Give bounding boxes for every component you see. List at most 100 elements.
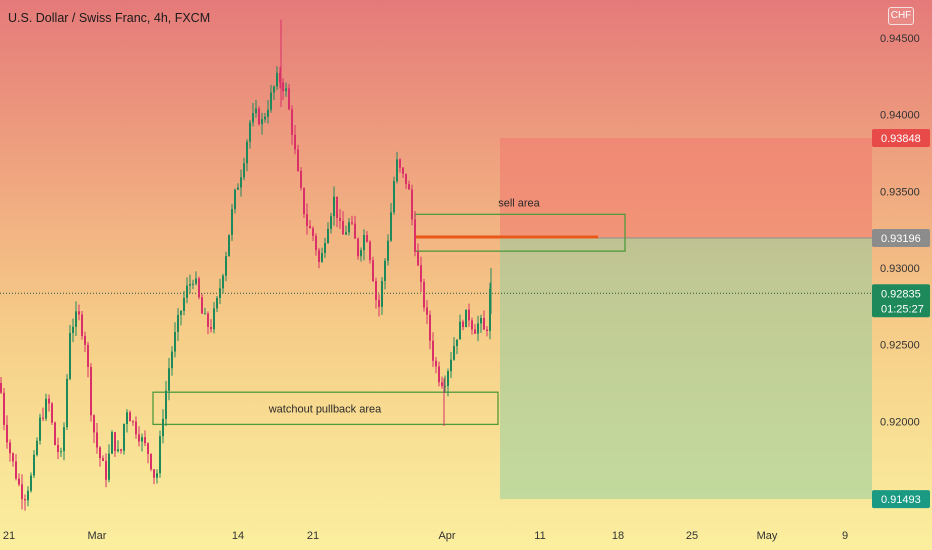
- candle-body: [198, 278, 200, 298]
- pullback-area-box[interactable]: [152, 391, 499, 426]
- candle-body: [465, 309, 467, 328]
- candle-body: [246, 141, 248, 164]
- candle-body: [99, 447, 101, 459]
- x-tick-label: May: [757, 530, 778, 542]
- candle-body: [390, 212, 392, 241]
- candle-body: [378, 299, 380, 307]
- candle-body: [366, 234, 368, 242]
- candle-body: [324, 242, 326, 254]
- chart-title: U.S. Dollar / Swiss Franc, 4h, FXCM: [8, 11, 211, 25]
- candle-body: [393, 181, 395, 213]
- candle-body: [243, 163, 245, 178]
- candle-body: [351, 222, 353, 224]
- candle-body: [96, 432, 98, 448]
- candle-body: [441, 382, 443, 387]
- candle-body: [54, 422, 56, 446]
- candle-body: [414, 219, 416, 252]
- candle-body: [408, 184, 410, 190]
- candle-body: [258, 108, 260, 125]
- y-tick-label: 0.94500: [880, 33, 920, 45]
- candle-body: [75, 311, 77, 327]
- candle-body: [177, 314, 179, 333]
- candle-body: [270, 92, 272, 110]
- candle-body: [12, 453, 14, 462]
- y-tick-label: 0.92500: [880, 340, 920, 352]
- candle-body: [348, 222, 350, 233]
- candle-body: [135, 421, 137, 435]
- candle-body: [489, 288, 491, 331]
- candle-body: [486, 329, 488, 331]
- candle-body: [309, 226, 311, 229]
- candle-body: [423, 282, 425, 308]
- candle-body: [438, 366, 440, 383]
- candle-body: [9, 442, 11, 454]
- candle-body: [48, 398, 50, 404]
- x-tick-label: 21: [307, 530, 319, 542]
- target-price-tag: [872, 490, 930, 509]
- candle-body: [381, 280, 383, 307]
- candle-body: [432, 340, 434, 361]
- candle-body: [300, 170, 302, 188]
- candle-body: [105, 460, 107, 480]
- y-tick-label: 0.92000: [880, 416, 920, 428]
- candle-body: [480, 318, 482, 324]
- x-tick-label: 18: [612, 530, 624, 542]
- candle-body: [453, 346, 455, 360]
- candle-body: [180, 310, 182, 315]
- candle-body: [360, 250, 362, 257]
- candle-body: [285, 88, 287, 92]
- short-position-stop-zone[interactable]: [500, 137, 872, 238]
- current-price-tag: [872, 284, 930, 318]
- candle-body: [66, 378, 68, 428]
- candle-body: [159, 436, 161, 474]
- candle-body: [222, 275, 224, 289]
- x-tick-label: Apr: [438, 530, 455, 542]
- candle-body: [207, 313, 209, 328]
- candle-body: [357, 238, 359, 257]
- candle-body: [450, 359, 452, 372]
- candle-body: [231, 209, 233, 235]
- candle-body: [321, 253, 323, 262]
- candle-body: [330, 216, 332, 229]
- candle-body: [216, 297, 218, 309]
- candle-body: [147, 443, 149, 454]
- candle-body: [294, 134, 296, 150]
- x-tick-label: Mar: [88, 530, 107, 542]
- candle-body: [111, 432, 113, 454]
- candle-body: [306, 214, 308, 227]
- candle-body: [303, 187, 305, 215]
- y-tick-label: 0.93000: [880, 263, 920, 275]
- candle-body: [210, 327, 212, 330]
- candle-body: [84, 335, 86, 345]
- stop-price-tag: [872, 128, 930, 147]
- candle-body: [315, 235, 317, 251]
- currency-badge[interactable]: CHF: [888, 7, 914, 25]
- candle-body: [282, 82, 284, 92]
- candle-body: [471, 320, 473, 330]
- candle-body: [483, 318, 485, 330]
- candle-body: [318, 250, 320, 262]
- x-tick-label: 11: [534, 530, 545, 542]
- short-position-target-zone[interactable]: [500, 237, 872, 500]
- candle-body: [228, 234, 230, 257]
- y-tick-label: 0.94000: [880, 110, 920, 122]
- candle-body: [201, 297, 203, 314]
- candle-body: [336, 196, 338, 218]
- candle-body: [333, 196, 335, 217]
- candle-body: [195, 278, 197, 284]
- candle-body: [384, 260, 386, 281]
- x-axis: 21 Mar 14 21 Apr 11 18 25 May 9: [3, 530, 848, 542]
- candle-body: [291, 109, 293, 135]
- candle-body: [456, 339, 458, 347]
- candle-body: [255, 108, 257, 114]
- candle-body: [126, 412, 128, 425]
- stop-price-value: 0.93848: [881, 133, 921, 145]
- candle-body: [345, 232, 347, 235]
- candle-body: [444, 386, 446, 388]
- candle-body: [261, 119, 263, 125]
- candle-body: [396, 159, 398, 182]
- candle-body: [267, 109, 269, 117]
- candle-body: [174, 332, 176, 352]
- candle-body: [264, 116, 266, 120]
